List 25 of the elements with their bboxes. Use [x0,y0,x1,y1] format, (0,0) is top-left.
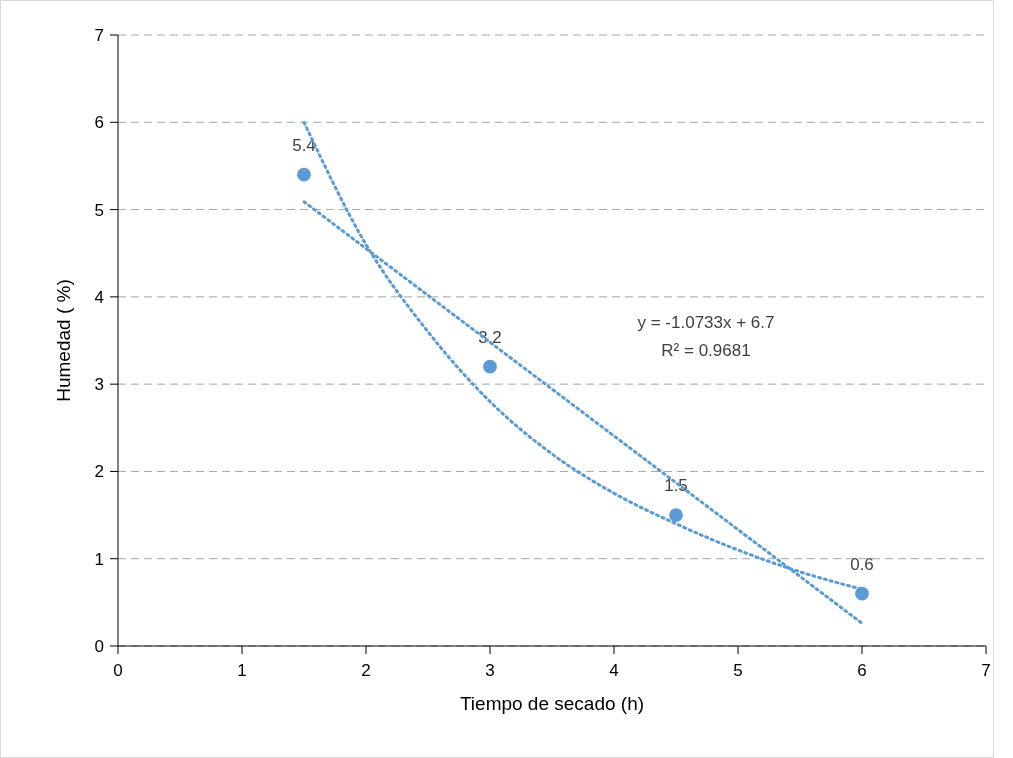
x-tick-label: 5 [733,661,743,680]
y-tick-label: 3 [94,375,104,395]
x-tick-label: 2 [361,661,371,680]
x-axis-title: Tiempo de secado (h) [459,693,645,714]
x-tick-label: 4 [609,661,619,680]
point [483,359,497,374]
point [855,586,869,601]
point [669,508,683,522]
y-tick-label: 7 [94,26,104,45]
y-tick-label: 2 [94,462,104,482]
y-tick-label: 0 [94,637,104,656]
x-tick-label: 1 [237,661,247,680]
annotation: R² = 0.9681 [661,341,751,360]
x-tick-label: 3 [485,661,495,680]
y-axis-title: Humedad ( %) [53,279,74,402]
annotation: y = -1.0733x + 6.7 [637,313,775,332]
x-tick-label: 7 [981,661,991,680]
point [297,167,311,182]
y-tick-label: 4 [94,287,104,307]
y-tick-label: 6 [94,113,104,133]
x-tick-label: 6 [857,661,867,680]
y-tick-label: 1 [94,549,104,569]
data-label: 0.6 [850,554,874,574]
y-tick-label: 5 [94,200,104,220]
x-tick-label: 0 [113,661,123,680]
